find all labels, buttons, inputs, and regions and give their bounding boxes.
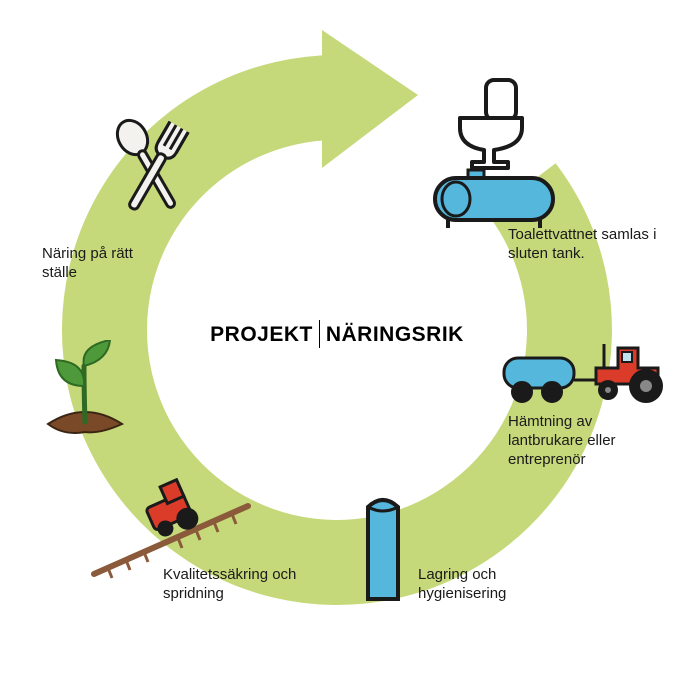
tractor-trailer-icon xyxy=(500,340,670,410)
utensils-icon xyxy=(98,118,208,228)
tank-icon xyxy=(435,170,553,228)
cycle-diagram: Toalettvattnet samlas i sluten tank. Häm… xyxy=(0,0,674,674)
tractor-icon xyxy=(596,344,663,403)
toilet-tank-icon xyxy=(430,78,560,228)
label-quality: Kvalitetssäkring och spridning xyxy=(163,566,323,604)
sprout-icon xyxy=(40,340,130,440)
ring-arrowhead xyxy=(322,30,418,168)
label-toilet-tank: Toalettvattnet samlas i sluten tank. xyxy=(508,226,658,264)
title-right: NÄRINGSRIK xyxy=(326,323,464,346)
title-left: PROJEKT xyxy=(210,323,313,346)
toilet-icon xyxy=(460,80,522,168)
title-separator xyxy=(319,320,320,348)
center-title: PROJEKT NÄRINGSRIK xyxy=(0,320,674,348)
label-storage: Lagring och hygienisering xyxy=(418,566,578,604)
silo-icon xyxy=(358,493,408,603)
label-nutrition: Näring på rätt ställe xyxy=(42,245,162,283)
label-pickup: Hämtning av lantbrukare eller entreprenö… xyxy=(508,413,658,469)
